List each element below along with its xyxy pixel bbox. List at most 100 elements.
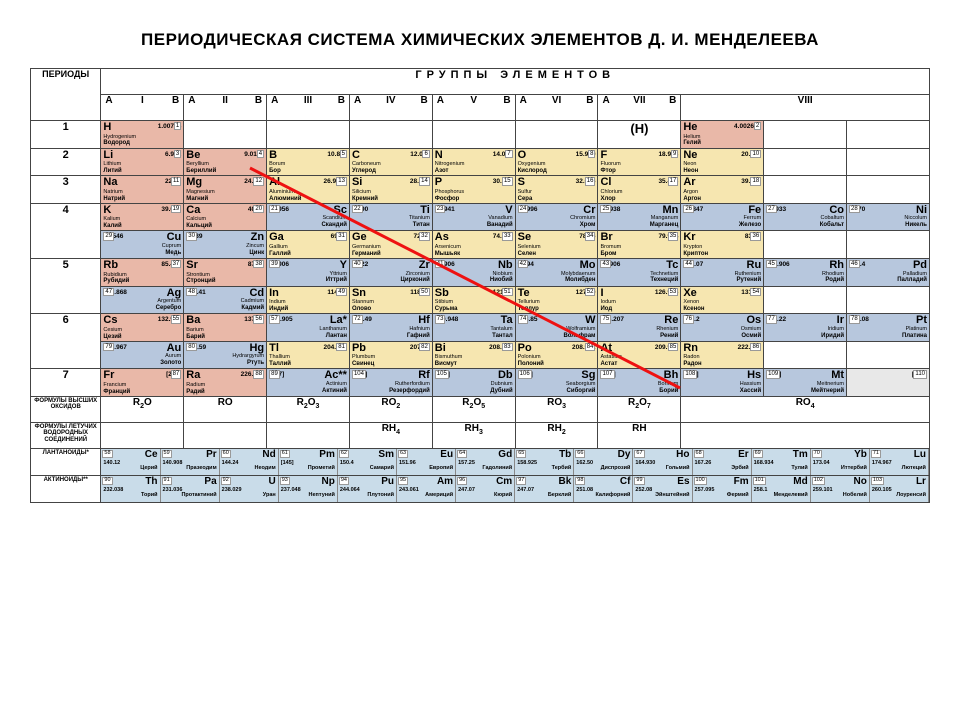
element-La*: 57La*138.905LanthanumЛантан (267, 314, 350, 342)
element-Md: 101Md258.1Менделевий (752, 476, 811, 502)
element-Cf: 98Cf251.08Калифорний (574, 476, 633, 502)
empty-cell (847, 176, 930, 204)
element-Hg: 80Hg200.59HydrargyrumРтуть (184, 341, 267, 369)
element-Fr: 87Fr[223]FranciumФранций (101, 369, 184, 397)
period-7: 7 (31, 369, 101, 397)
element-Am: 95Am243.061Америций (397, 476, 456, 502)
element-Xe: 54Xe131.30XenonКсенон (681, 286, 764, 314)
element-H: 1H1.00794HydrogeniumВодород (101, 121, 184, 149)
element-Li: 3Li6.941LithiumЛитий (101, 148, 184, 176)
element-Ne: 10Ne20.179NeonНеон (681, 148, 764, 176)
empty-cell (267, 121, 350, 149)
element-Fe: 26Fe55.847FerrumЖелезо (681, 203, 764, 231)
element-Sg: 106Sg[263]SeaborgiumСиборгий (515, 369, 598, 397)
element-F: 9F18.998FluorumФтор (598, 148, 681, 176)
element-Pr: 59Pr140.908Празеодим (161, 449, 220, 475)
element-V: 23V50.941VanadiumВанадий (432, 203, 515, 231)
element-Th: 90Th232.038Торий (101, 476, 160, 502)
hydride-4: RH3 (432, 423, 515, 449)
empty-cell (764, 121, 847, 149)
group-IV: AIVB (349, 95, 432, 121)
empty-cell (847, 148, 930, 176)
element-Rh: 45Rh102.906RhodiumРодий (764, 259, 847, 287)
element-W: 74W183.85WolframiumВольфрам (515, 314, 598, 342)
element-Tc: 43Tc98.906TechnetiumТехнеций (598, 259, 681, 287)
element-Lu: 71Lu174.967Лютеций (870, 449, 929, 475)
element-Bh: 107Bh[262]BohriumБорий (598, 369, 681, 397)
period-1: 1 (31, 121, 101, 149)
periodic-table-wrap: ПЕРИОДЫГРУППЫ ЭЛЕМЕНТОВAIBAIIBAIIIBAIVBA… (30, 68, 930, 503)
element-Ni: 28Ni58.70NiccolumНикель (847, 203, 930, 231)
element-Ho: 67Ho164.930Гольмий (633, 449, 692, 475)
element-As: 33As74.992ArsenicumМышьяк (432, 231, 515, 259)
oxides-label: ФОРМУЛЫ ВЫСШИХ ОКСИДОВ (31, 397, 101, 423)
page-title: ПЕРИОДИЧЕСКАЯ СИСТЕМА ХИМИЧЕСКИХ ЭЛЕМЕНТ… (30, 30, 930, 50)
element-Yb: 70Yb173.04Иттербий (811, 449, 870, 475)
empty-cell (847, 121, 930, 149)
empty-cell (432, 121, 515, 149)
empty-cell (847, 341, 930, 369)
empty-cell (515, 121, 598, 149)
period-3: 3 (31, 176, 101, 204)
oxide-6: R2O7 (598, 397, 681, 423)
hydride-3: RH4 (349, 423, 432, 449)
element-Cu: 29Cu63.546CuprumМедь (101, 231, 184, 259)
empty-cell (847, 286, 930, 314)
actinides-label: АКТИНОИДЫ** (31, 476, 101, 503)
empty-cell (764, 341, 847, 369)
element-Nb: 41Nb92.906NiobiumНиобий (432, 259, 515, 287)
group-II: AIIB (184, 95, 267, 121)
element-Bk: 97Bk247.07Берклий (515, 476, 574, 502)
element-Ru: 44Ru101.07RutheniumРутений (681, 259, 764, 287)
element-Br: 35Br79.904BromumБром (598, 231, 681, 259)
hydride-0 (101, 423, 184, 449)
hydrogen-placeholder: (H) (598, 121, 681, 149)
element-Ba: 56Ba137.33BariumБарий (184, 314, 267, 342)
element-Ce: 58Ce140.12Церий (101, 449, 160, 475)
oxide-5: RO3 (515, 397, 598, 423)
element-Os: 76Os190.2OsmiumОсмий (681, 314, 764, 342)
element-He: 2He4.002602HeliumГелий (681, 121, 764, 149)
element-Ca: 20Ca40.08CalciumКальций (184, 203, 267, 231)
empty-cell (764, 286, 847, 314)
oxide-2: R2O3 (267, 397, 350, 423)
element-Pd: 46Pd106.4PalladiumПалладий (847, 259, 930, 287)
empty-cell (764, 231, 847, 259)
element-Fm: 100Fm257.095Фермий (693, 476, 752, 502)
groups-header: ГРУППЫ ЭЛЕМЕНТОВ (101, 69, 930, 95)
element-Re: 75Re186.207RheniumРений (598, 314, 681, 342)
element-Pb: 82Pb207.19PlumbumСвинец (349, 341, 432, 369)
group-VIII: VIII (681, 95, 930, 121)
element-Sr: 38Sr87.62StrontiumСтронций (184, 259, 267, 287)
element-Tm: 69Tm168.934Тулий (752, 449, 811, 475)
element-Kr: 36Kr83.80KryptonКриптон (681, 231, 764, 259)
oxide-3: RO2 (349, 397, 432, 423)
element-Sn: 50Sn118.71StannumОлово (349, 286, 432, 314)
element-Dy: 66Dy162.50Диспрозий (574, 449, 633, 475)
element-Sc: 21Sc44.956ScandiumСкандий (267, 203, 350, 231)
element-Rf: 104Rf[261]RutherfordiumРезерфордий (349, 369, 432, 397)
element-Zn: 30Zn65.39ZincumЦинк (184, 231, 267, 259)
element-Pa: 91Pa231.036Протактиний (161, 476, 220, 502)
element-Pu: 94Pu244.064Плутоний (338, 476, 397, 502)
element-Mt: 109Mt[266]MeitneriumМейтнерий (764, 369, 847, 397)
element-Cr: 24Cr51.996ChromiumХром (515, 203, 598, 231)
element-Cs: 55Cs132.905CesiumЦезий (101, 314, 184, 342)
element-Ge: 32Ge72.59GermaniumГерманий (349, 231, 432, 259)
element-Zr: 40Zr91.22ZirconiumЦирконий (349, 259, 432, 287)
lanthanides-label: ЛАНТАНОИДЫ* (31, 449, 101, 476)
element-Ra: 88Ra226.025RadiumРадий (184, 369, 267, 397)
hydrides-label: ФОРМУЛЫ ЛЕТУЧИХ ВОДОРОДНЫХ СОЕДИНЕНИЙ (31, 423, 101, 449)
element-O: 8O15.999OxygeniumКислород (515, 148, 598, 176)
lanthanides-row: 58Ce140.12Церий59Pr140.908Празеодим60Nd1… (101, 449, 930, 476)
periodic-table: ПЕРИОДЫГРУППЫ ЭЛЕМЕНТОВAIBAIIBAIIIBAIVBA… (30, 68, 930, 503)
element-Gd: 64Gd157.25Гадолиний (456, 449, 515, 475)
oxide-4: R2O5 (432, 397, 515, 423)
oxide-0: R2O (101, 397, 184, 423)
element-Rb: 37Rb85.468RubidiumРубидий (101, 259, 184, 287)
element-Rn: 86Rn222.018RadonРадон (681, 341, 764, 369)
element-Ta: 73Ta180.948TantalumТантал (432, 314, 515, 342)
element-P: 15P30.974PhosphorusФосфор (432, 176, 515, 204)
element-Tb: 65Tb158.925Тербий (515, 449, 574, 475)
hydride-1 (184, 423, 267, 449)
